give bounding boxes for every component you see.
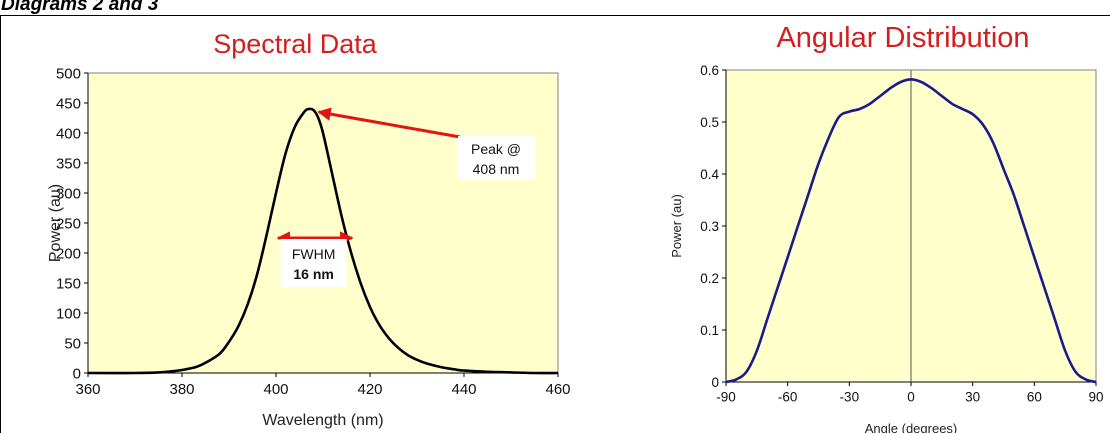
series-line [725, 78, 1097, 384]
y-tick-label: 0.5 [700, 115, 719, 130]
y-tick-label: 300 [56, 185, 81, 202]
y-tick-label: 350 [56, 155, 81, 172]
x-tick-label: 30 [965, 390, 980, 405]
x-axis-label: Wavelength (nm) [262, 412, 383, 429]
page-heading: Diagrams 2 and 3 [1, 0, 159, 15]
x-tick-label: 420 [357, 381, 382, 398]
peak-label-box [458, 136, 536, 180]
angular-distribution-chart: Angular Distribution Angle (degrees) Pow… [669, 22, 1104, 433]
x-tick-label: -60 [778, 390, 798, 405]
y-axis-label: Power (au) [669, 194, 684, 258]
chart-title: Spectral Data [213, 29, 378, 59]
x-tick-label: 60 [1027, 390, 1042, 405]
x-tick-label: 380 [169, 381, 194, 398]
y-tick-label: 250 [56, 215, 81, 232]
y-tick-label: 200 [56, 245, 81, 262]
peak-label-line: Peak @ [471, 141, 521, 157]
figure-frame [0, 15, 1110, 433]
peak-label-line: 408 nm [473, 161, 520, 177]
x-axis-label: Angle (degrees) [865, 421, 958, 433]
y-tick-label: 500 [56, 65, 81, 82]
y-tick-label: 0.6 [700, 63, 719, 78]
x-tick-label: -30 [840, 390, 860, 405]
x-tick-label: 90 [1088, 390, 1103, 405]
fwhm-label-line: FWHM [292, 246, 336, 262]
x-tick-label: -90 [716, 390, 736, 405]
y-tick-label: 0 [711, 375, 719, 390]
fwhm-label-line: 16 nm [293, 266, 333, 282]
y-tick-label: 0.1 [700, 323, 719, 338]
y-axis-label: Power (au) [47, 184, 64, 262]
x-tick-label: 360 [75, 381, 100, 398]
spectral-data-chart: Spectral Data Wavelength (nm) Power (au)… [47, 29, 571, 429]
peak-arrow [317, 107, 461, 139]
y-tick-label: 0.2 [700, 271, 719, 286]
y-tick-label: 400 [56, 125, 81, 142]
y-tick-label: 450 [56, 95, 81, 112]
y-tick-label: 50 [64, 335, 81, 352]
x-tick-label: 440 [451, 381, 476, 398]
x-tick-label: 460 [545, 381, 570, 398]
y-tick-label: 0 [73, 365, 81, 382]
x-tick-label: 0 [907, 390, 915, 405]
chart-title: Angular Distribution [776, 22, 1029, 54]
y-tick-label: 150 [56, 275, 81, 292]
plot-area [87, 72, 559, 374]
y-tick-label: 0.3 [700, 219, 719, 234]
x-tick-label: 400 [263, 381, 288, 398]
y-tick-label: 100 [56, 305, 81, 322]
fwhm-label-box [280, 239, 347, 287]
y-tick-label: 0.4 [700, 167, 719, 182]
